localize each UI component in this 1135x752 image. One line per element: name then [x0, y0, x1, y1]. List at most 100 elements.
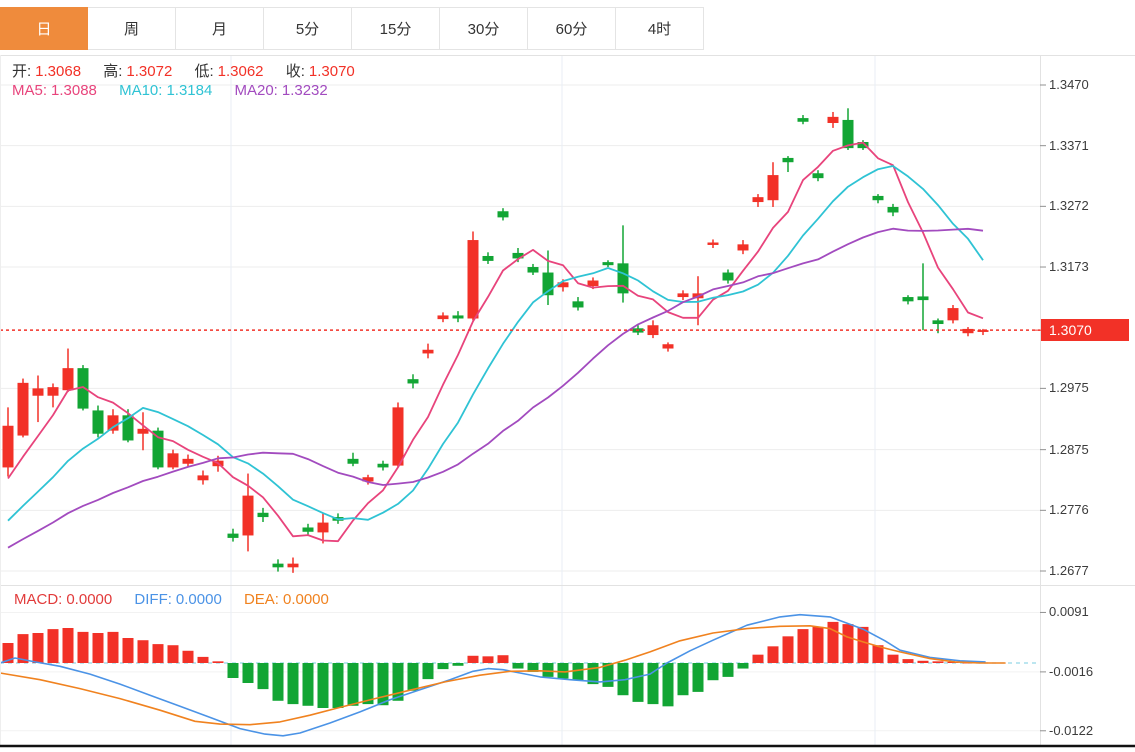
ma10-line	[7, 165, 984, 522]
dea-line	[0, 624, 1006, 726]
price-tick-label: 1.3173	[1049, 259, 1089, 275]
tab-day[interactable]: 日	[0, 7, 88, 50]
candle-body	[512, 252, 524, 259]
macd-bar	[272, 663, 284, 701]
macd-bar	[527, 663, 539, 672]
macd-bar	[737, 663, 749, 669]
candle-body	[947, 308, 959, 321]
candle-body	[287, 563, 299, 568]
price-tick-label: 1.3272	[1049, 198, 1089, 214]
macd-bar	[347, 663, 359, 706]
macd-bar	[287, 663, 299, 705]
macd-bar	[902, 659, 914, 663]
macd-bar	[32, 633, 44, 663]
macd-bar	[887, 654, 899, 663]
tab-month[interactable]: 月	[176, 7, 264, 50]
candle-body	[752, 197, 764, 203]
candle-body	[302, 527, 314, 532]
candle-body	[242, 495, 254, 536]
candle-body	[422, 349, 434, 354]
price-tick-label: 1.2875	[1049, 441, 1089, 457]
candle-body	[542, 272, 554, 296]
macd-bar	[497, 655, 509, 663]
candle-body	[602, 262, 614, 266]
candle-body	[437, 315, 449, 320]
tab-4hour[interactable]: 4时	[616, 7, 704, 50]
candle-body	[587, 280, 599, 287]
macd-bar	[707, 663, 719, 681]
candle-body	[827, 116, 839, 123]
macd-bar	[947, 661, 959, 663]
candle-body	[842, 119, 854, 149]
candle-body	[872, 195, 884, 201]
macd-bar	[317, 663, 329, 708]
candle-body	[467, 240, 479, 319]
ma20-line	[7, 227, 984, 549]
macd-bar	[752, 654, 764, 663]
candle-body	[617, 263, 629, 294]
macd-bar	[767, 646, 779, 663]
candle-body	[167, 453, 179, 468]
candle-body	[197, 475, 209, 481]
candle-body	[677, 293, 689, 298]
last-price-tag: 1.3070	[1041, 319, 1129, 341]
macd-bar	[407, 663, 419, 691]
candle-body	[887, 206, 899, 213]
macd-bar	[647, 663, 659, 705]
macd-bar	[842, 624, 854, 663]
candle-body	[452, 315, 464, 319]
macd-bar	[92, 633, 104, 663]
candle-body	[362, 477, 374, 482]
macd-bar	[437, 663, 449, 670]
macd-bar	[122, 638, 134, 663]
diff-line	[0, 613, 986, 737]
macd-bar	[662, 663, 674, 707]
macd-bar	[677, 663, 689, 696]
macd-bar	[257, 663, 269, 690]
tab-5min[interactable]: 5分	[264, 7, 352, 50]
candle-body	[2, 425, 14, 468]
candle-body	[122, 415, 134, 441]
candle-body	[482, 255, 494, 261]
tab-60min[interactable]: 60分	[528, 7, 616, 50]
macd-bar	[62, 628, 74, 663]
candle-body	[152, 430, 164, 468]
candle-body	[32, 388, 44, 396]
macd-bar	[137, 640, 149, 663]
macd-bar	[602, 663, 614, 687]
candle-body	[722, 272, 734, 281]
candle-body	[272, 563, 284, 568]
candle-body	[347, 458, 359, 464]
macd-bar	[467, 655, 479, 663]
candle-body	[977, 330, 989, 332]
candle-body	[317, 522, 329, 533]
macd-bar	[692, 663, 704, 692]
macd-bar	[2, 643, 14, 663]
candle-body	[572, 301, 584, 308]
candle-body	[257, 512, 269, 518]
macd-bar	[932, 661, 944, 663]
macd-bar	[182, 650, 194, 663]
candle-body	[662, 344, 674, 349]
macd-bar	[557, 663, 569, 679]
tab-week[interactable]: 周	[88, 7, 176, 50]
macd-bar	[377, 663, 389, 706]
macd-bar	[77, 631, 89, 663]
candle-body	[647, 325, 659, 336]
candle-body	[392, 407, 404, 466]
candle-body	[77, 368, 89, 409]
tab-15min[interactable]: 15分	[352, 7, 440, 50]
macd-tick-label: -0.0122	[1049, 722, 1094, 738]
macd-bar	[542, 663, 554, 677]
candle-body	[812, 173, 824, 179]
candle-body	[137, 428, 149, 434]
tab-30min[interactable]: 30分	[440, 7, 528, 50]
macd-bar	[227, 663, 239, 678]
macd-bar	[17, 634, 29, 663]
candle-body	[932, 320, 944, 325]
price-tick-label: 1.3470	[1049, 77, 1089, 92]
macd-bar	[857, 626, 869, 663]
macd-bar	[332, 663, 344, 708]
